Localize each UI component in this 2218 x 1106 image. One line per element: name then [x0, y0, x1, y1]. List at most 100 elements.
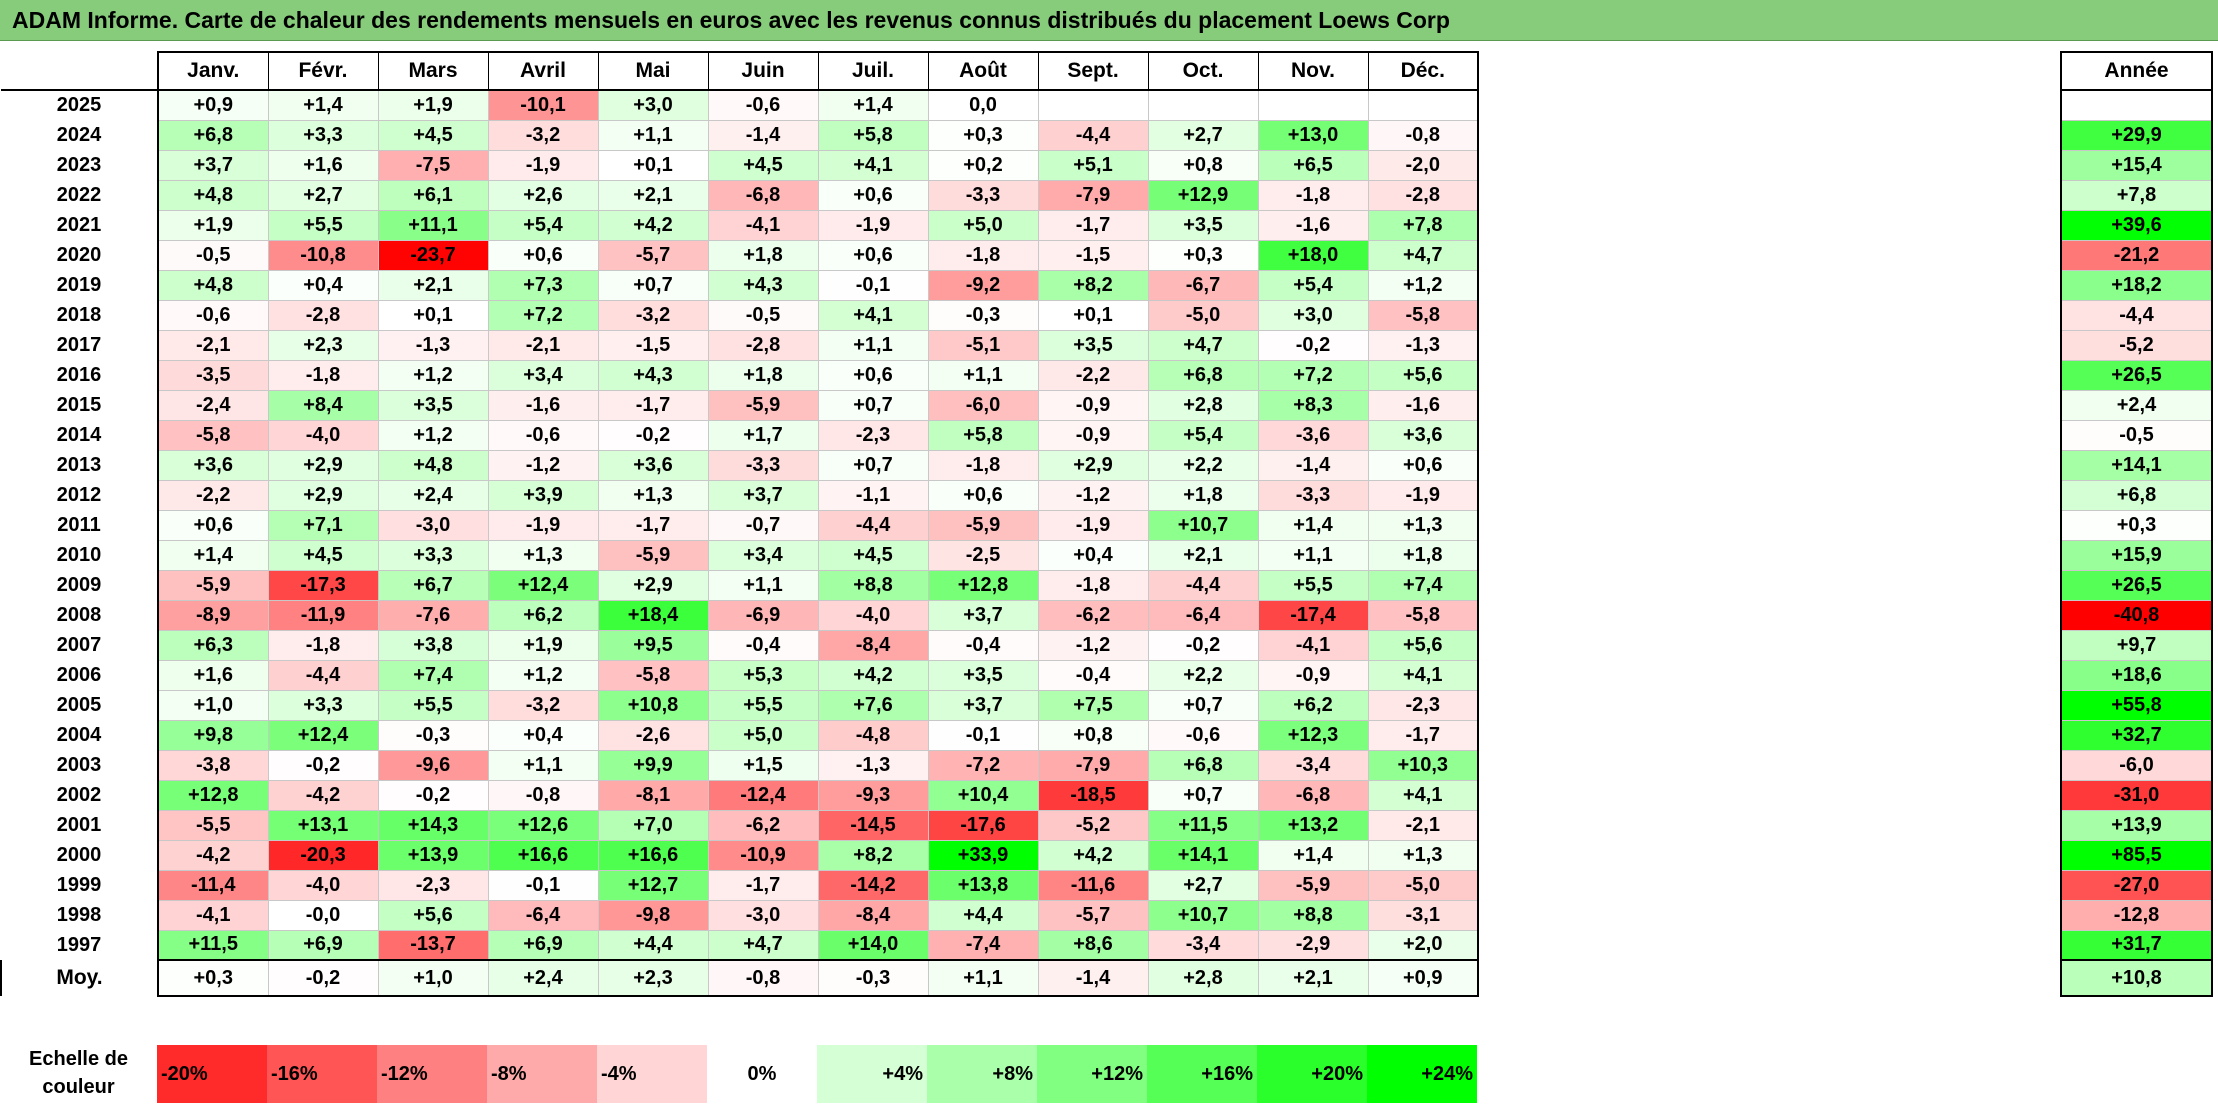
- year-label: 2005: [1, 690, 159, 720]
- year-row: 2006 +1,6 -4,4 +7,4 +1,2 -5,8 +5,3 +4,2 +3,5 -0,4…: [1, 659, 1479, 691]
- heat-cell: +2,7: [1147, 869, 1259, 901]
- heat-cell: -1,2: [1037, 629, 1149, 661]
- heat-cell: +2,3: [267, 329, 379, 361]
- heat-cell: -17,6: [927, 809, 1039, 841]
- heat-cell: +4,1: [817, 149, 929, 181]
- annual-cell: +39,6: [2060, 209, 2213, 241]
- heat-cell: -6,4: [1147, 599, 1259, 631]
- heat-cell: +7,0: [597, 809, 709, 841]
- heat-cell: +4,3: [597, 359, 709, 391]
- heat-cell: +3,3: [377, 539, 489, 571]
- month-header: Oct.: [1147, 51, 1259, 91]
- heat-cell: +3,6: [597, 449, 709, 481]
- annual-cell: +13,9: [2060, 809, 2213, 841]
- heat-cell: +1,1: [817, 329, 929, 361]
- heat-cell: +9,8: [157, 719, 269, 751]
- year-label: 2013: [1, 450, 159, 480]
- heat-cell: +10,4: [927, 779, 1039, 811]
- heat-cell: -1,1: [817, 479, 929, 511]
- heat-cell: +1,2: [377, 359, 489, 391]
- heat-cell: -17,4: [1257, 599, 1369, 631]
- color-scale-label: Echelle de couleur: [0, 1045, 157, 1103]
- heat-cell: -8,1: [597, 779, 709, 811]
- color-scale-stop: -4%: [597, 1045, 707, 1103]
- month-header: Juil.: [817, 51, 929, 91]
- heat-cell: +12,8: [927, 569, 1039, 601]
- heat-cell: -1,9: [487, 509, 599, 541]
- year-label: 1999: [1, 870, 159, 900]
- average-cell: -0,2: [267, 959, 379, 997]
- annual-cell: -27,0: [2060, 869, 2213, 901]
- average-cell: +0,9: [1367, 959, 1479, 997]
- year-row: 2007 +6,3 -1,8 +3,8 +1,9 +9,5 -0,4 -8,4 -0,4 -1,2…: [1, 629, 1479, 661]
- heat-cell: -11,9: [267, 599, 379, 631]
- heat-cell: -7,5: [377, 149, 489, 181]
- heat-cell: -2,3: [377, 869, 489, 901]
- annual-cell: +55,8: [2060, 689, 2213, 721]
- heat-cell: +5,4: [1147, 419, 1259, 451]
- heat-cell: +0,7: [817, 389, 929, 421]
- month-header: Juin: [707, 51, 819, 91]
- heat-cell: +1,0: [157, 689, 269, 721]
- heat-cell: +14,3: [377, 809, 489, 841]
- heat-cell: -5,1: [927, 329, 1039, 361]
- heat-cell: +5,3: [707, 659, 819, 691]
- heat-cell: -0,8: [1367, 119, 1479, 151]
- annual-cell: -12,8: [2060, 899, 2213, 931]
- color-scale-stop: +8%: [927, 1045, 1037, 1103]
- average-cell: +2,1: [1257, 959, 1369, 997]
- heat-cell: +7,2: [1257, 359, 1369, 391]
- heat-cell: +8,2: [817, 839, 929, 871]
- heat-cell: +3,9: [487, 479, 599, 511]
- heat-cell: +1,1: [927, 359, 1039, 391]
- report-title: ADAM Informe. Carte de chaleur des rende…: [0, 0, 2218, 41]
- average-cell: -1,4: [1037, 959, 1149, 997]
- heat-cell: -0,3: [927, 299, 1039, 331]
- heat-cell: -9,8: [597, 899, 709, 931]
- heat-cell: +5,6: [377, 899, 489, 931]
- year-row: 2018 -0,6 -2,8 +0,1 +7,2 -3,2 -0,5 +4,1 -0,3 +0,1…: [1, 299, 1479, 331]
- heat-cell: +1,3: [1367, 509, 1479, 541]
- heat-cell: -11,6: [1037, 869, 1149, 901]
- year-row: 2014 -5,8 -4,0 +1,2 -0,6 -0,2 +1,7 -2,3 +5,8 -0,9…: [1, 419, 1479, 451]
- heat-cell: +5,8: [817, 119, 929, 151]
- heat-cell: +6,8: [157, 119, 269, 151]
- month-header: Sept.: [1037, 51, 1149, 91]
- annual-cell: [2060, 89, 2213, 121]
- heat-cell: -8,4: [817, 899, 929, 931]
- heat-cell: +3,3: [267, 119, 379, 151]
- heat-cell: +3,5: [377, 389, 489, 421]
- heat-cell: +0,6: [1367, 449, 1479, 481]
- heat-cell: +1,1: [597, 119, 709, 151]
- annual-cell: -4,4: [2060, 299, 2213, 331]
- year-label: 2001: [1, 810, 159, 840]
- heat-cell: +4,2: [1037, 839, 1149, 871]
- heat-cell: -1,3: [1367, 329, 1479, 361]
- year-label: 2025: [1, 89, 159, 120]
- annual-cell: +31,7: [2060, 929, 2213, 961]
- year-row: 2016 -3,5 -1,8 +1,2 +3,4 +4,3 +1,8 +0,6 +1,1 -2,2…: [1, 359, 1479, 391]
- year-label: 2017: [1, 330, 159, 360]
- heat-cell: +5,5: [707, 689, 819, 721]
- heat-cell: +33,9: [927, 839, 1039, 871]
- average-cell: +1,0: [377, 959, 489, 997]
- year-label: 2009: [1, 570, 159, 600]
- heat-cell: [1037, 89, 1149, 121]
- heat-cell: -2,3: [1367, 689, 1479, 721]
- annual-cell: -0,5: [2060, 419, 2213, 451]
- heat-cell: -0,2: [1147, 629, 1259, 661]
- year-label: 2014: [1, 420, 159, 450]
- heat-cell: +0,7: [1147, 779, 1259, 811]
- heat-cell: -4,4: [267, 659, 379, 691]
- heat-cell: -4,4: [1147, 569, 1259, 601]
- heat-cell: +4,1: [1367, 659, 1479, 691]
- annual-returns-column: Année +29,9 +15,4 +7,8 +39,6 -21,2 +18,2 -4,4-…: [2060, 51, 2213, 997]
- heat-cell: -2,8: [707, 329, 819, 361]
- heat-cell: -3,4: [1147, 929, 1259, 961]
- heat-cell: +1,6: [157, 659, 269, 691]
- month-header: Nov.: [1257, 51, 1369, 91]
- heat-cell: -10,8: [267, 239, 379, 271]
- color-scale-stop: -16%: [267, 1045, 377, 1103]
- heat-cell: +9,5: [597, 629, 709, 661]
- heat-cell: -0,2: [267, 749, 379, 781]
